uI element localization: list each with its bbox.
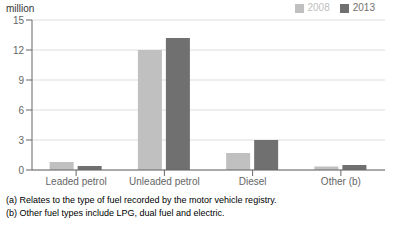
svg-text:Diesel: Diesel [239, 176, 267, 187]
html-text:million: million [6, 3, 35, 14]
svg-text:9: 9 [18, 75, 24, 86]
html-text:(b) Other fuel types include L: (b) Other fuel types include LPG, dual f… [6, 208, 225, 218]
html-text:2013: 2013 [352, 2, 375, 13]
svg-text:Other (b): Other (b) [321, 176, 361, 187]
html-text:2008: 2008 [307, 2, 330, 13]
svg-text:Leaded petrol: Leaded petrol [46, 176, 107, 187]
svg-text:Unleaded petrol: Unleaded petrol [129, 176, 200, 187]
html-text:(a) Relates to the type of fue: (a) Relates to the type of fuel recorded… [6, 195, 277, 205]
svg-text:15: 15 [13, 15, 25, 26]
svg-text:6: 6 [18, 105, 24, 116]
svg-text:3: 3 [18, 135, 24, 146]
svg-text:0: 0 [18, 165, 24, 176]
svg-text:12: 12 [13, 45, 25, 56]
